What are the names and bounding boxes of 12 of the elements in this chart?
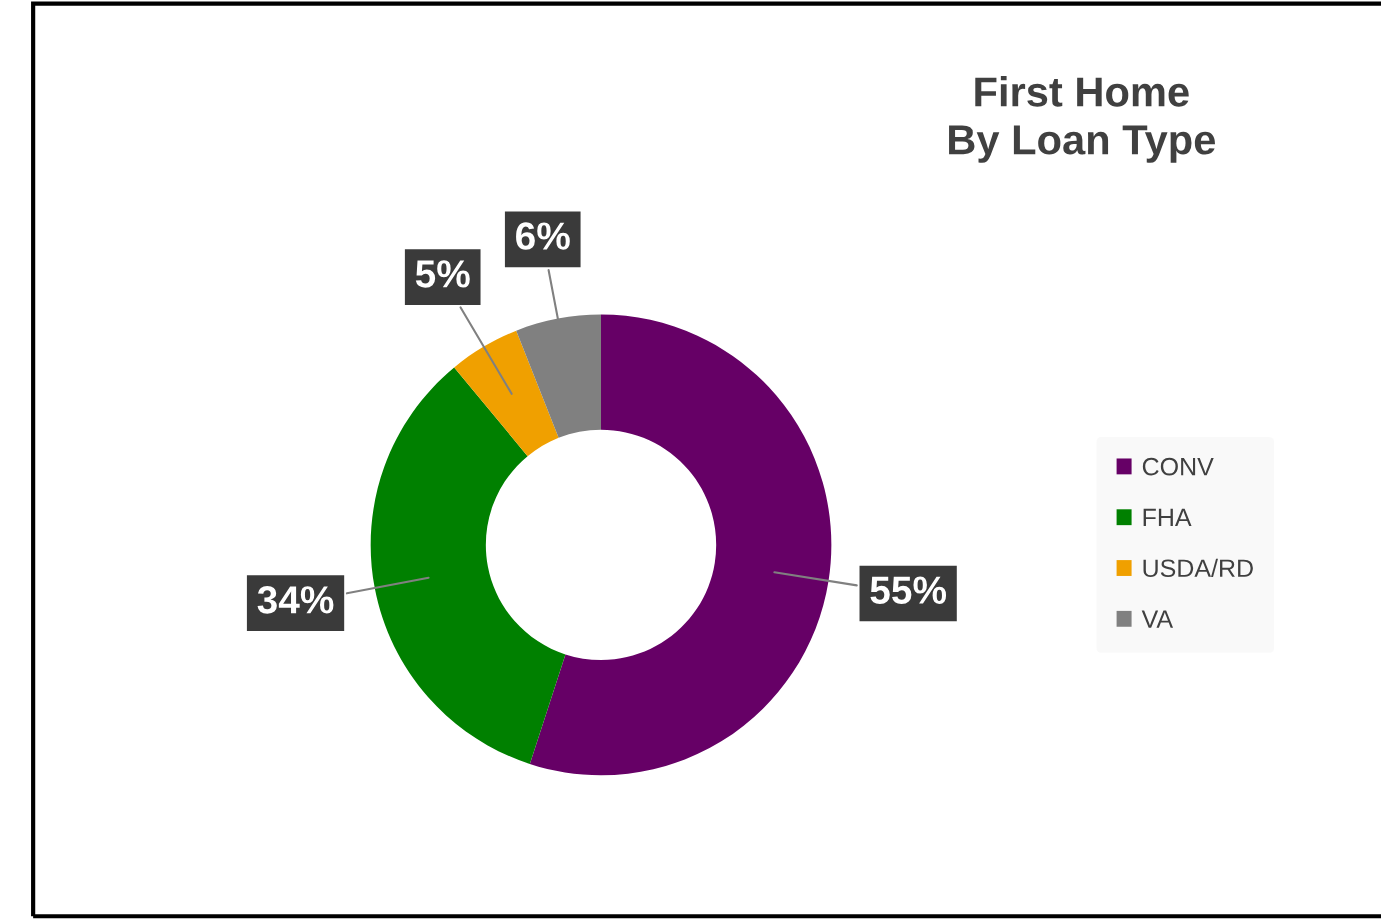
data-label: 5%	[415, 260, 470, 288]
data-label: 55%	[870, 576, 947, 604]
data-label: 6%	[516, 222, 570, 250]
legend-label: FHA	[1143, 508, 1192, 527]
data-label: 34%	[257, 586, 334, 614]
legend-label: USDA/RD	[1143, 558, 1253, 578]
legend-label: VA	[1141, 610, 1174, 628]
donut-slice	[370, 367, 566, 764]
donut-slice	[454, 330, 559, 457]
donut-slice	[529, 314, 832, 776]
legend-label: CONV	[1142, 457, 1214, 476]
chart-title: First Home By Loan Type	[949, 76, 1215, 163]
